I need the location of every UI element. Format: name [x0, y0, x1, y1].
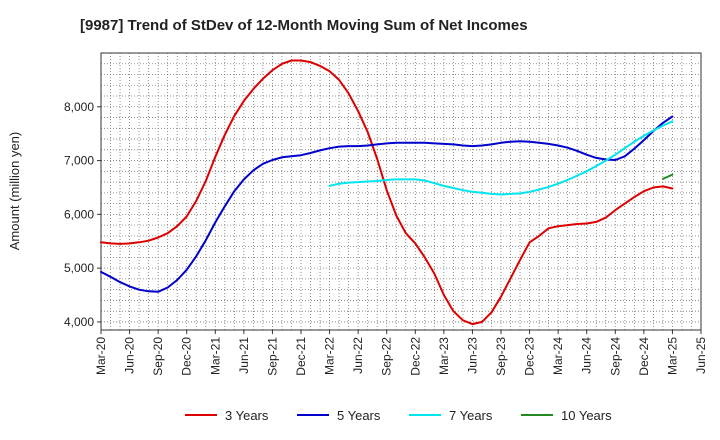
grid [100, 53, 702, 330]
x-tick-label: Mar-21 [208, 337, 222, 375]
x-tick-label: Jun-25 [694, 337, 708, 374]
x-tick-label: Jun-22 [351, 337, 365, 374]
series-line-10-years [661, 173, 674, 180]
x-tick-label: Dec-21 [294, 337, 308, 376]
x-tick-label: Dec-24 [637, 337, 651, 376]
x-tick-label: Sep-21 [265, 337, 279, 376]
y-tick-label: 6,000 [64, 207, 94, 221]
y-axis: 4,000 5,000 6,000 7,000 8,000 [64, 100, 101, 329]
x-tick-label: Mar-23 [437, 337, 451, 375]
x-tick-label: Dec-22 [408, 337, 422, 376]
legend-label: 3 Years [225, 408, 269, 423]
y-axis-label: Amount (million yen) [7, 132, 22, 251]
legend-label: 5 Years [337, 408, 381, 423]
x-tick-label: Jun-23 [465, 337, 479, 374]
y-tick-label: 8,000 [64, 100, 94, 114]
x-tick-label: Sep-24 [608, 337, 622, 376]
y-tick-label: 4,000 [64, 315, 94, 329]
y-tick-label: 5,000 [64, 261, 94, 275]
x-tick-label: Sep-23 [494, 337, 508, 376]
x-axis: Mar-20 Jun-20 Sep-20 Dec-20 Mar-21 Jun-21 Sep-… [94, 330, 708, 376]
x-tick-label: Jun-24 [580, 337, 594, 374]
legend-label: 10 Years [561, 408, 612, 423]
x-tick-label: Sep-20 [151, 337, 165, 376]
x-tick-label: Dec-23 [523, 337, 537, 376]
x-tick-label: Dec-20 [180, 337, 194, 376]
x-tick-label: Jun-20 [123, 337, 137, 374]
series-lines [100, 59, 674, 326]
chart-title: [9987] Trend of StDev of 12-Month Moving… [80, 17, 528, 34]
series-line-3-years [100, 59, 674, 326]
legend: 3 Years 5 Years 7 Years 10 Years [185, 408, 612, 423]
x-tick-label: Mar-24 [551, 337, 565, 375]
x-tick-label: Jun-21 [237, 337, 251, 374]
x-tick-label: Mar-20 [94, 337, 108, 375]
legend-label: 7 Years [449, 408, 493, 423]
x-tick-label: Mar-25 [665, 337, 679, 375]
plot-area-frame [100, 52, 702, 331]
series-line-7-years [328, 120, 674, 196]
series-line-5-years [100, 115, 674, 293]
y-tick-label: 7,000 [64, 154, 94, 168]
x-tick-label: Sep-22 [380, 337, 394, 376]
x-tick-label: Mar-22 [323, 337, 337, 375]
